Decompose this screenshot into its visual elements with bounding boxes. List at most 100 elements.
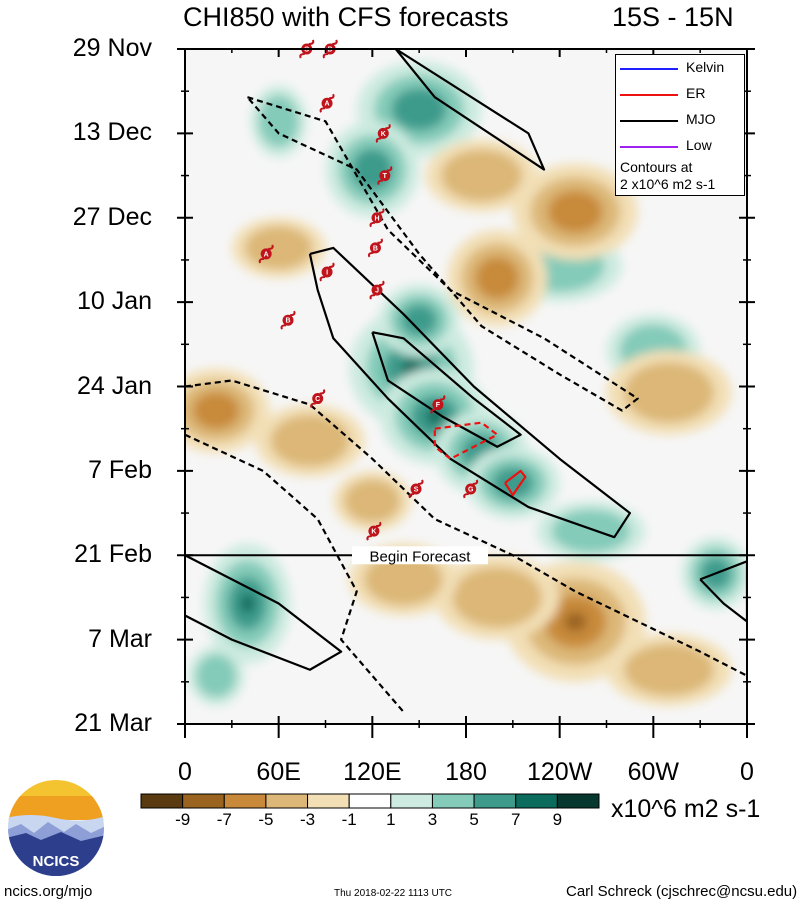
- cyclone-arm: [418, 479, 424, 485]
- colorbar-swatch: [515, 793, 558, 809]
- legend: Kelvin ER MJO Low Contours at 2 x10^6 m2 s-…: [615, 54, 745, 196]
- cyclone-core: [321, 97, 333, 109]
- colorbar-tick-label: -5: [258, 810, 274, 829]
- mjo-contour: [185, 379, 747, 677]
- mjo-contour: [394, 49, 546, 171]
- cyclone-letter: B: [373, 245, 378, 252]
- x-tick-label: 0: [740, 758, 754, 786]
- cyclone-marker: C: [310, 389, 326, 409]
- colorbar-tick-label: 3: [427, 810, 438, 829]
- y-tick-label: 24 Jan: [76, 371, 152, 400]
- legend-swatch: [620, 68, 678, 70]
- cyclone-core: [260, 248, 272, 260]
- y-tick-label: 7 Feb: [88, 455, 152, 484]
- cyclone-arm: [378, 280, 385, 287]
- chart-title: CHI850 with CFS forecasts: [183, 2, 509, 32]
- colorbar-tick-label: 1: [386, 810, 396, 829]
- cyclone-marker: S: [408, 479, 424, 499]
- footer-url: ncics.org/mjo: [4, 883, 93, 900]
- cyclone-arm: [299, 53, 305, 59]
- negative-anomaly: [623, 362, 714, 423]
- colorbar-swatch: [556, 793, 600, 809]
- cyclone-arm: [280, 324, 287, 330]
- legend-note: Contours at 2 x10^6 m2 s-1: [620, 159, 715, 193]
- cyclone-letter: I: [326, 269, 328, 276]
- cyclone-marker: B: [367, 238, 383, 258]
- legend-swatch: [620, 120, 678, 122]
- cyclone-core: [377, 127, 389, 139]
- negative-anomaly: [244, 226, 313, 270]
- y-tick-label: 13 Dec: [72, 118, 152, 147]
- mjo-contour: [246, 96, 639, 412]
- cyclone-arm: [375, 137, 382, 143]
- cyclone-arm: [308, 39, 315, 45]
- cyclone-arm: [268, 244, 274, 250]
- logo-text: NCICS: [33, 853, 80, 870]
- cyclone-core: [465, 483, 477, 495]
- colorbar-swatch: [265, 793, 309, 809]
- cyclone-letter: A: [325, 101, 330, 108]
- cyclone-letter: G: [468, 486, 474, 493]
- colorbar: [140, 793, 600, 809]
- y-tick-label: 10 Jan: [76, 287, 152, 316]
- cyclone-arm: [322, 53, 329, 59]
- x-tick-label: 60E: [256, 758, 301, 786]
- cyclone-arm: [408, 492, 415, 499]
- cyclone-core: [371, 212, 383, 224]
- cyclone-arm: [439, 395, 446, 401]
- y-tick-label: 7 Mar: [88, 624, 152, 653]
- negative-anomaly: [344, 479, 401, 523]
- mjo-contour: [185, 554, 343, 671]
- cyclone-arm: [430, 408, 436, 415]
- cyclone-marker: F: [430, 395, 446, 415]
- cyclone-marker: K: [375, 123, 391, 143]
- y-tick-label: 21 Feb: [74, 540, 152, 569]
- colorbar-tick-label: -3: [299, 810, 316, 829]
- forecast-layer: Begin Forecast: [185, 546, 747, 565]
- cyclone-marker: G: [463, 479, 479, 499]
- cyclone-arm: [386, 166, 393, 172]
- cyclone-arm: [319, 389, 326, 395]
- x-tick-label: 180: [445, 758, 487, 786]
- cyclone-arm: [472, 479, 479, 485]
- positive-anomaly: [391, 88, 447, 131]
- footer-author: Carl Schreck (cjschrec@ncsu.edu): [566, 883, 798, 900]
- footer-timestamp: Thu 2018-02-22 1113 UTC: [334, 888, 453, 899]
- cyclone-core: [410, 483, 422, 495]
- anomaly-field: [185, 61, 747, 706]
- colorbar-tick-label: -7: [216, 810, 232, 829]
- cyclone-letter: A: [264, 251, 269, 258]
- positive-anomaly: [195, 654, 237, 698]
- legend-note-line1: Contours at: [620, 159, 693, 175]
- x-tick-label: 0: [178, 758, 192, 786]
- cyclone-core: [321, 266, 333, 278]
- colorbar-swatch: [307, 793, 350, 809]
- cyclone-marker: B: [280, 310, 296, 330]
- mjo-contour: [699, 560, 747, 623]
- negative-anomaly: [475, 256, 520, 300]
- legend-label: Kelvin: [686, 59, 725, 75]
- colorbar-swatch: [140, 793, 184, 809]
- cyclone-arm: [385, 123, 391, 130]
- cyclone-arm: [377, 238, 383, 244]
- positive-anomaly: [426, 408, 444, 425]
- cyclone-marker: I: [319, 262, 335, 282]
- mjo-contour: [185, 433, 405, 713]
- cyclone-marker: A: [319, 93, 335, 113]
- cyclone-core: [369, 242, 381, 254]
- colorbar-swatch: [473, 793, 517, 809]
- negative-anomaly: [441, 149, 523, 202]
- logo-ground: [8, 832, 104, 876]
- cyclone-core: [371, 284, 383, 296]
- y-tick-label: 21 Mar: [74, 709, 152, 737]
- cyclone-arm: [369, 294, 376, 300]
- cyclone-letter: T: [383, 173, 388, 180]
- cyclone-arm: [319, 275, 326, 282]
- legend-label: ER: [686, 85, 706, 101]
- cyclone-arm: [310, 402, 316, 409]
- colorbar-tick-label: -1: [341, 810, 357, 829]
- cyclone-arm: [375, 521, 382, 528]
- legend-note-line2: 2 x10^6 m2 s-1: [620, 176, 716, 192]
- cyclone-letter: J: [375, 288, 379, 295]
- y-tick-label: 29 Nov: [72, 34, 152, 62]
